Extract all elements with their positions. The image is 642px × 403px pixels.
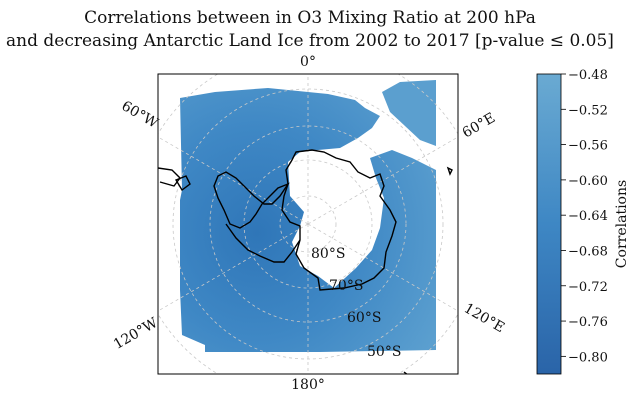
colorbar-tick-label: −0.80 (568, 350, 608, 365)
correlation-field-ne (382, 80, 436, 146)
lat-label-60s: 60°S (347, 310, 381, 326)
lon-label-60w: 60°W (119, 98, 161, 132)
colorbar-tick-label: −0.76 (568, 315, 608, 330)
map-frame (157, 73, 459, 375)
correlation-field (180, 88, 436, 352)
lon-label-60e: 60°E (460, 110, 498, 141)
colorbar-ticks: −0.48 −0.52 −0.56 −0.60 −0.64 −0.68 −0.72 −0.76… (561, 68, 608, 365)
longitude-gridlines (158, 74, 458, 374)
colorbar (536, 73, 562, 375)
map-title-line1: Correlations between in O3 Mixing Ratio … (84, 8, 536, 28)
colorbar-tick-label: −0.48 (568, 68, 608, 83)
colorbar-tick-label: −0.56 (568, 139, 608, 154)
lon-label-180: 180° (291, 377, 325, 393)
colorbar-tick-label: −0.52 (568, 103, 608, 118)
lat-label-50s: 50°S (367, 344, 401, 360)
map-area (158, 74, 458, 374)
colorbar-tick-label: −0.64 (568, 209, 608, 224)
lat-label-70s: 70°S (329, 278, 363, 294)
coastlines (158, 149, 453, 374)
lat-label-80s: 80°S (311, 246, 345, 262)
map-title-line2: and decreasing Antarctic Land Ice from 2… (6, 31, 614, 51)
colorbar-tick-label: −0.60 (568, 174, 608, 189)
colorbar-label: Correlations (614, 180, 630, 268)
colorbar-tick-label: −0.68 (568, 244, 608, 259)
lon-label-0: 0° (300, 54, 316, 70)
lon-label-120e: 120°E (461, 300, 507, 336)
lon-label-120w: 120°W (111, 315, 161, 353)
colorbar-tick-label: −0.72 (568, 280, 608, 295)
